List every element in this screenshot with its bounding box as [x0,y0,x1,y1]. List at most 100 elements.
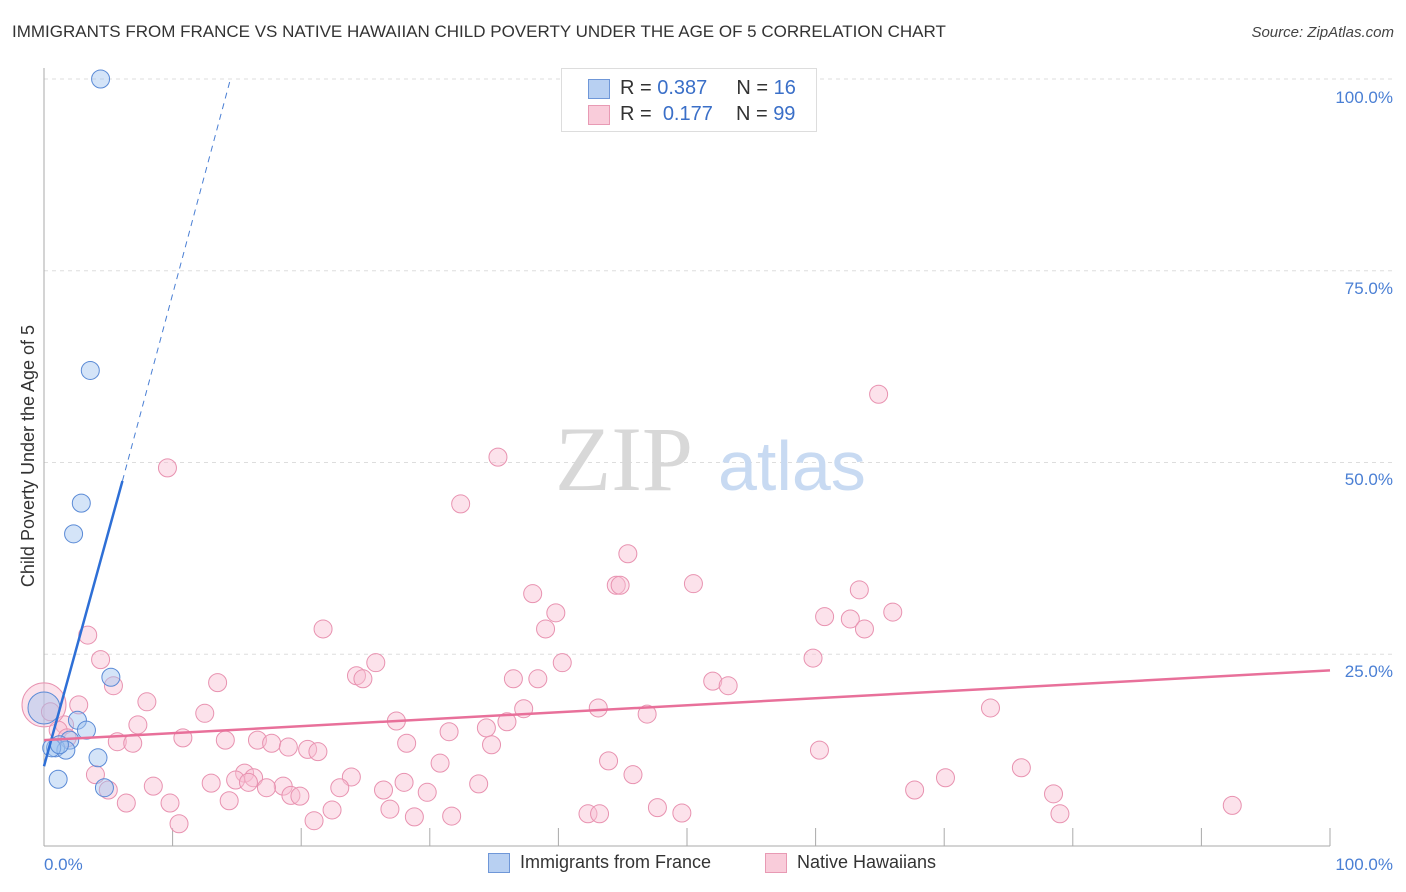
hawaiian-point [546,603,566,623]
hawaiian-point [718,676,738,696]
hawaiian-point [208,673,228,693]
hawaiian-point [238,772,258,792]
hawaiian-point [137,692,157,712]
hawaiian-point [195,703,215,723]
hawaiian-point [476,718,496,738]
pink-swatch [588,104,610,125]
n-label: N = [736,77,769,99]
hawaiian-point [330,778,350,798]
hawaiian-point [85,765,105,785]
hawaiian-point [157,458,177,478]
france-point [56,740,76,760]
hawaiian-trendline [43,669,1331,742]
hawaiian-point [1044,784,1064,804]
hawaiian-point [451,494,471,514]
chart-title: IMMIGRANTS FROM FRANCE VS NATIVE HAWAIIA… [12,22,946,41]
hawaiian-point [536,619,556,639]
hawaiian-point [935,768,955,788]
hawaiian-point [313,619,333,639]
hawaiian-point [430,753,450,773]
hawaiian-point [397,733,417,753]
hawaiian-point [497,712,517,732]
legend-item-hawaiian[interactable]: Native Hawaiians [765,852,936,873]
hawaiian-point [552,653,572,673]
hawaiian-point [590,804,610,824]
hawaiian-point [482,735,502,755]
n-label: N = [735,103,768,125]
source-label: Source: ZipAtlas.com [1251,24,1394,41]
legend-row-hawaiian: R = 0.177 N = 99 [588,103,795,126]
y-tick-100: 100.0% [1335,88,1393,107]
hawaiian-point [394,772,414,792]
france-point [76,720,96,740]
hawaiian-point [215,730,235,750]
france-point [80,360,100,380]
hawaiian-point [503,669,523,689]
hawaiian-point [683,574,703,594]
blue-swatch [488,852,510,873]
hawaiian-point [815,607,835,627]
watermark-zip: ZIP [555,408,693,510]
hawaiian-point [637,704,657,724]
hawaiian-point [523,584,543,604]
france-point [64,524,84,544]
y-tick-75: 75.0% [1345,279,1393,298]
france-point [48,769,68,789]
hawaiian-point [883,602,903,622]
n-value: 16 [773,77,796,99]
pink-swatch [765,852,787,873]
hawaiian-point [809,740,829,760]
y-axis-label: Child Poverty Under the Age of 5 [18,325,38,587]
hawaiian-point [304,811,324,831]
hawaiian-point [404,807,424,827]
legend-row-france: R = 0.387 N = 16 [588,77,796,100]
france-point [27,691,61,725]
hawaiian-point [869,384,889,404]
hawaiian-point [840,609,860,629]
hawaiian-point [380,799,400,819]
hawaiian-point [980,698,1000,718]
hawaiian-point [803,648,823,668]
hawaiian-point [1222,795,1242,815]
watermark-atlas: atlas [718,427,866,505]
france-trendline [42,480,124,767]
hawaiian-point [672,803,692,823]
hawaiian-point [128,715,148,735]
hawaiian-point [256,778,276,798]
x-tick-0: 0.0% [44,855,83,874]
legend-item-france[interactable]: Immigrants from France [488,852,711,873]
hawaiian-point [91,650,111,670]
france-point [71,493,91,513]
hawaiian-point [78,625,98,645]
france-trend-dashed [121,78,231,482]
hawaiian-point [262,733,282,753]
hawaiian-point [1011,758,1031,778]
hawaiian-point [905,780,925,800]
hawaiian-point [528,669,548,689]
hawaiian-point [854,619,874,639]
r-label: R = [620,77,652,99]
hawaiian-point [588,698,608,718]
hawaiian-point [169,814,189,834]
hawaiian-point [353,669,373,689]
hawaiian-point [308,742,328,762]
hawaiian-point [322,800,342,820]
hawaiian-point [160,793,180,813]
legend-label: Native Hawaiians [797,852,937,872]
hawaiian-point [610,575,630,595]
blue-swatch [588,78,610,99]
france-point [94,778,114,798]
r-value: 0.177 [662,103,713,125]
hawaiian-point [442,806,462,826]
x-tick-100: 100.0% [1335,855,1393,874]
hawaiian-point [578,804,598,824]
hawaiian-point [290,786,310,806]
hawaiian-point [417,782,437,802]
legend-label: Immigrants from France [520,852,712,872]
hawaiian-point [1050,804,1070,824]
hawaiian-point [488,447,508,467]
france-point [91,69,111,89]
hawaiian-point [623,765,643,785]
stats-legend: R = 0.387 N = 16 R = 0.177 N = 99 [561,68,817,132]
